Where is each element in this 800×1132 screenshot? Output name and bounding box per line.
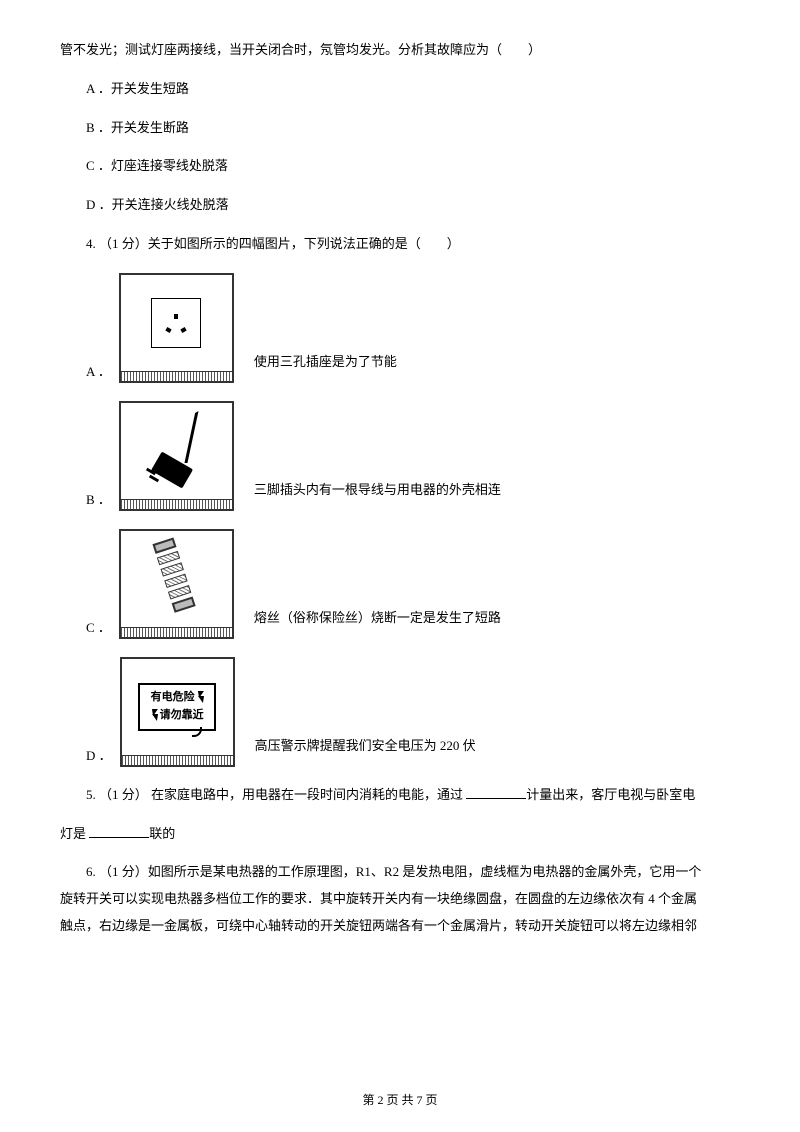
q4-option-a-label: A ． bbox=[86, 362, 111, 383]
q5-stem: 5. （1 分） 在家庭电路中，用电器在一段时间内消耗的电能，通过 计量出来，客… bbox=[60, 785, 740, 806]
q6-line1: 6. （1 分）如图所示是某电热器的工作原理图，R1、R2 是发热电阻，虚线框为… bbox=[60, 862, 740, 883]
q4-image-a bbox=[119, 273, 234, 383]
q4-stem: 4. （1 分）关于如图所示的四幅图片，下列说法正确的是（ ） bbox=[60, 234, 740, 255]
q4-option-c-label: C ． bbox=[86, 618, 111, 639]
q5-part3: 灯是 bbox=[60, 826, 89, 841]
warning-text-1: 有电危险 bbox=[151, 689, 195, 707]
page-footer: 第 2 页 共 7 页 bbox=[0, 1091, 800, 1110]
q4-option-b-row: B ． 三脚插头内有一根导线与用电器的外壳相连 bbox=[86, 401, 740, 511]
q5-part2: 计量出来，客厅电视与卧室电 bbox=[526, 787, 695, 802]
q4-option-d-text: 高压警示牌提醒我们安全电压为 220 伏 bbox=[255, 736, 476, 767]
q5-part1: 5. （1 分） 在家庭电路中，用电器在一段时间内消耗的电能，通过 bbox=[86, 787, 466, 802]
q4-option-d-row: D ． 有电危险 请勿靠近 高压警示牌提醒我们安全电压为 220 伏 bbox=[86, 657, 740, 767]
q5-part4: 联的 bbox=[149, 826, 175, 841]
lightning-icon bbox=[151, 709, 158, 722]
q4-image-c bbox=[119, 529, 234, 639]
q5-cont: 灯是 联的 bbox=[60, 824, 740, 845]
q5-blank-2[interactable] bbox=[89, 825, 149, 838]
q4-option-a-row: A ． 使用三孔插座是为了节能 bbox=[86, 273, 740, 383]
q4-option-c-text: 熔丝（俗称保险丝）烧断一定是发生了短路 bbox=[254, 608, 501, 639]
q4-image-b bbox=[119, 401, 234, 511]
plug-icon bbox=[136, 411, 216, 491]
fuse-icon bbox=[146, 536, 206, 621]
q3-option-b: B ．开关发生断路 bbox=[60, 118, 740, 139]
q4-option-b-label: B ． bbox=[86, 490, 111, 511]
q3-option-d: D ．开关连接火线处脱落 bbox=[60, 195, 740, 216]
q3-option-c: C ．灯座连接零线处脱落 bbox=[60, 156, 740, 177]
q6-line2: 旋转开关可以实现电热器多档位工作的要求．其中旋转开关内有一块绝缘圆盘，在圆盘的左… bbox=[60, 889, 740, 910]
q4-option-a-text: 使用三孔插座是为了节能 bbox=[254, 352, 397, 383]
q6-line3: 触点，右边缘是一金属板，可绕中心轴转动的开关旋钮两端各有一个金属滑片，转动开关旋… bbox=[60, 916, 740, 937]
socket-icon bbox=[151, 298, 201, 348]
q3-option-a: A ．开关发生短路 bbox=[60, 79, 740, 100]
q3-intro: 管不发光；测试灯座两接线，当开关闭合时，氖管均发光。分析其故障应为（ ） bbox=[60, 40, 740, 61]
q4-option-c-row: C ． 熔丝（俗称保险丝）烧断一定是发生了短路 bbox=[86, 529, 740, 639]
q4-option-b-text: 三脚插头内有一根导线与用电器的外壳相连 bbox=[254, 480, 501, 511]
q5-blank-1[interactable] bbox=[466, 786, 526, 799]
warning-sign-icon: 有电危险 请勿靠近 bbox=[138, 683, 216, 731]
q4-image-d: 有电危险 请勿靠近 bbox=[120, 657, 235, 767]
warning-text-2: 请勿靠近 bbox=[160, 707, 204, 725]
lightning-icon bbox=[197, 691, 204, 704]
q4-option-d-label: D ． bbox=[86, 746, 112, 767]
